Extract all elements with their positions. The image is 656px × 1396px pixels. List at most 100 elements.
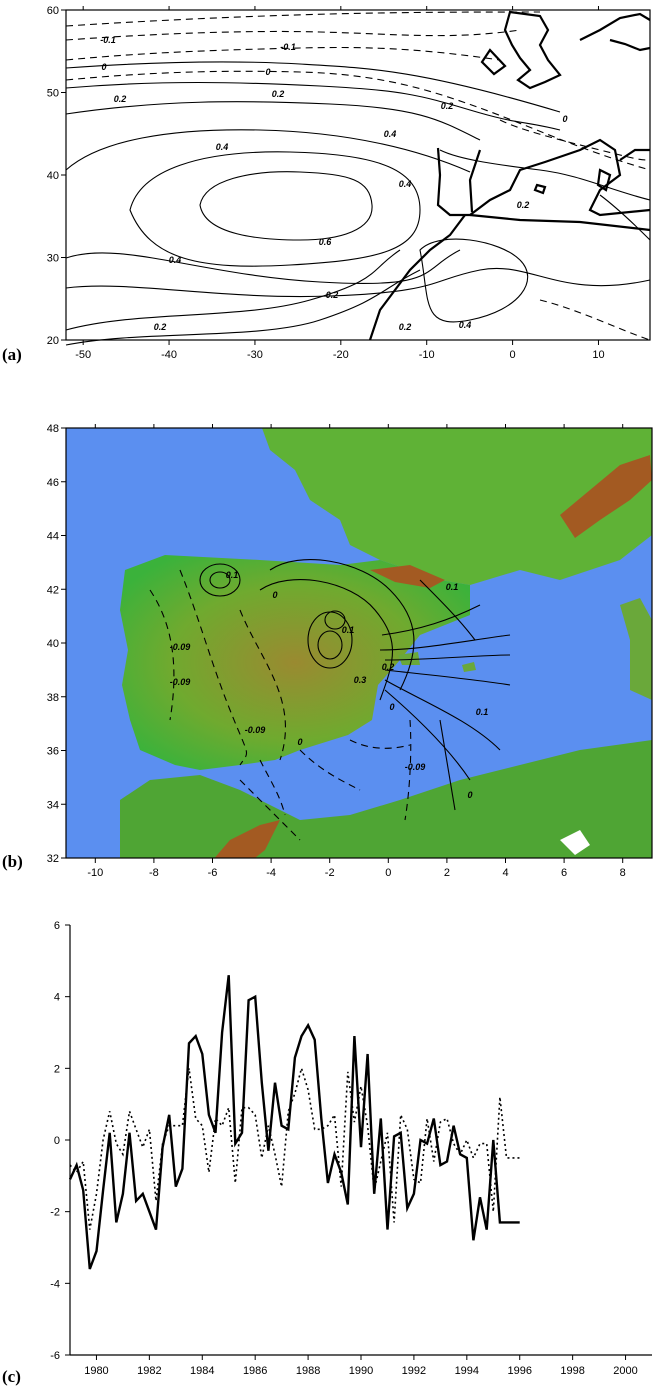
contour-label-a: 0.4 [216,142,229,152]
a-y-tick-label: 60 [47,5,59,17]
mountains-pyrenees [370,565,445,588]
land-italy [620,598,652,700]
line-chart-c: 1980 1982 1984 1986 1988 1990 1992 1994 1996 1998… [50,920,652,1377]
contour-label-a: 0.2 [154,322,167,332]
c-x-tick-label: 1980 [84,1365,108,1377]
panel-a: -0.1 -0.1 0 0 0.2 0.2 0.2 0.4 0.4 0.4 0.6 0.4 0.2 0.2… [0,0,656,380]
contour-label-a: 0.4 [459,320,472,330]
contour-label-a: -0.1 [280,42,296,52]
b-x-tick-label: 6 [561,867,567,879]
c-y-tick-label: -2 [50,1207,60,1219]
panel-label-c: (c) [2,1367,21,1386]
c-x-tick-label: 1994 [455,1365,479,1377]
a-x-tick-label: -20 [333,349,349,361]
contour-label-a: 0 [265,67,270,77]
contour-lines-b [149,559,511,841]
b-y-tick-label: 32 [47,853,59,865]
b-y-tick-label: 48 [47,423,59,435]
b-y-tick-label: 36 [47,746,59,758]
a-y-tick-label: 30 [47,253,59,265]
land-iberia [120,555,470,770]
a-x-tick-label: -10 [419,349,435,361]
series-line-dotted [69,1065,520,1230]
a-y-tick-label: 20 [47,335,59,347]
contour-map-a: -0.1 -0.1 0 0 0.2 0.2 0.2 0.4 0.4 0.4 0.6 0.4 0.2 0.2… [47,5,651,361]
contour-label-b: 0.2 [382,662,395,672]
c-x-tick-label: 1986 [243,1365,267,1377]
b-y-tick-label: 34 [47,799,59,811]
a-x-tick-label: 0 [510,349,516,361]
c-x-tick-label: 2000 [613,1365,637,1377]
coastline-a [368,10,651,341]
a-y-tick-label: 40 [47,170,59,182]
panel-b: 0.1 0 -0.09 -0.09 -0.09 0.1 0.2 0.3 0 0.1 0.1 0 -0.0… [0,420,656,890]
contour-label-a: 0.2 [399,322,412,332]
contour-label-a: -0.1 [100,35,116,45]
c-y-tick-label: 4 [54,992,60,1004]
c-y-tick-label: -4 [50,1278,60,1290]
plot-area-a [65,9,651,341]
b-x-tick-label: -2 [325,867,335,879]
b-x-tick-label: 0 [385,867,391,879]
contour-label-a: 0 [562,114,567,124]
contour-label-b: 0 [389,702,394,712]
contour-label-b: 0.1 [342,625,355,635]
contour-label-a: 0.4 [384,129,397,139]
a-x-tick-label: -40 [161,349,177,361]
panel-c: 1980 1982 1984 1986 1988 1990 1992 1994 1996 1998… [0,915,656,1396]
c-y-tick-label: 0 [54,1135,60,1147]
land-france [262,428,652,585]
c-x-tick-label: 1984 [190,1365,214,1377]
b-x-tick-label: -10 [87,867,103,879]
b-x-tick-label: 4 [502,867,508,879]
contour-label-b: 0 [297,737,302,747]
contour-label-b: 0.1 [476,707,489,717]
b-y-tick-label: 44 [47,531,59,543]
topography-b [66,428,652,858]
contour-label-a: 0.6 [319,237,333,247]
b-x-tick-label: -8 [149,867,159,879]
contour-label-a: 0.4 [169,255,182,265]
b-y-tick-label: 46 [47,477,59,489]
c-x-tick-label: 1998 [560,1365,584,1377]
a-y-tick-label: 50 [47,88,59,100]
contour-label-a: 0.2 [326,290,339,300]
c-x-tick-label: 1982 [137,1365,161,1377]
contour-label-a: 0 [101,62,106,72]
contour-label-a: 0.2 [272,89,285,99]
c-x-tick-label: 1992 [402,1365,426,1377]
contour-label-a: 0.4 [399,179,412,189]
c-x-tick-label: 1990 [349,1365,373,1377]
c-x-tick-label: 1988 [296,1365,320,1377]
b-y-tick-label: 40 [47,638,59,650]
c-x-tick-label: 1996 [507,1365,531,1377]
contour-label-b: -0.09 [170,677,191,687]
snow-patch [560,830,590,855]
contour-label-b: 0.1 [226,570,239,580]
contour-label-b: 0.3 [354,675,367,685]
series-line-solid [68,975,520,1270]
b-x-tick-label: 2 [444,867,450,879]
contour-label-a: 0.2 [441,101,454,111]
b-x-tick-label: -6 [208,867,218,879]
panel-label-a: (a) [2,345,22,364]
contour-label-a: 0.2 [114,94,127,104]
b-x-tick-label: 8 [620,867,626,879]
panel-label-b: (b) [2,852,23,871]
a-x-tick-label: -50 [75,349,91,361]
b-x-tick-label: -4 [266,867,276,879]
a-x-tick-label: 10 [592,349,604,361]
c-y-tick-label: 6 [54,920,60,932]
b-y-tick-label: 38 [47,692,59,704]
mountains-atlas [214,820,280,858]
contour-label-b: -0.09 [405,762,426,772]
contour-map-b: 0.1 0 -0.09 -0.09 -0.09 0.1 0.2 0.3 0 0.1 0.1 0 -0.0… [47,423,653,879]
contour-label-b: 0 [272,590,277,600]
contour-label-b: 0 [467,790,472,800]
contour-label-b: 0.1 [446,582,459,592]
c-y-tick-label: -6 [50,1350,60,1362]
a-x-tick-label: -30 [247,349,263,361]
b-y-tick-label: 42 [47,584,59,596]
contour-label-b: -0.09 [245,725,266,735]
contour-lines-a [65,11,651,346]
